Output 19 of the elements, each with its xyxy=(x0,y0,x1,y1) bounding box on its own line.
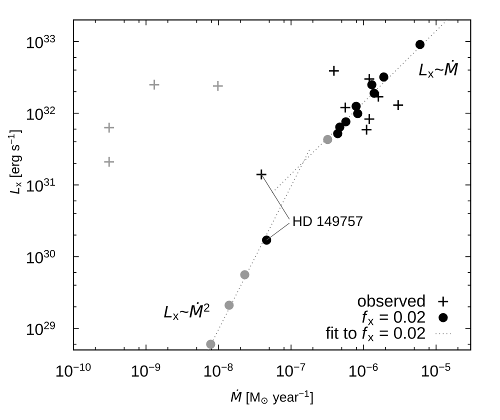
x-tick-label: 10$^{−10}$ xyxy=(56,363,91,377)
y-tick-label: 10$^{33}$ xyxy=(27,34,55,48)
x-tick-label: 10$^{−6}$ xyxy=(349,363,378,377)
legend-label: f$_{x}$ = 0.02 xyxy=(362,310,425,326)
x-tick-label: 10$^{−9}$ xyxy=(132,363,160,377)
y-tick-label: 10$^{32}$ xyxy=(27,106,55,120)
y-tick-label: 10$^{29}$ xyxy=(27,322,55,336)
annotation: L$_{x}$~Ṁ xyxy=(419,60,458,78)
y-tick-label: 10$^{31}$ xyxy=(27,178,55,192)
y-axis-title: L$_{x}$ [erg s$^{−1}$] xyxy=(8,130,22,194)
legend-label: fit to f$_{x}$ = 0.02 xyxy=(326,326,425,342)
y-tick-label: 10$^{30}$ xyxy=(27,250,56,264)
annotation: L$_{x}$~Ṁ$^{2}$ xyxy=(164,302,210,320)
x-tick-label: 10$^{−7}$ xyxy=(276,363,306,377)
annotation: HD 149757 xyxy=(293,216,362,226)
x-tick-label: 10$^{−8}$ xyxy=(204,363,233,377)
legend-label: observed xyxy=(358,294,425,307)
x-axis-title: Ṁ [M$_{⊙}$ year$^{−1}$] xyxy=(230,389,313,404)
x-tick-label: 10$^{−5}$ xyxy=(422,363,450,377)
